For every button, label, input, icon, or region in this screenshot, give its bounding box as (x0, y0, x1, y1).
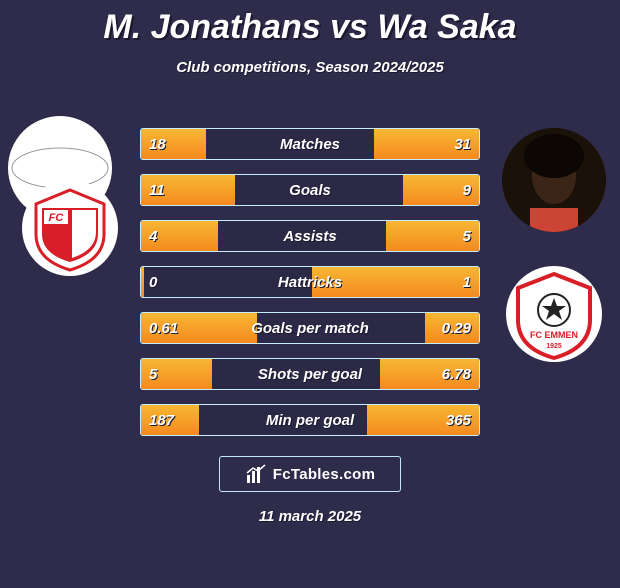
stat-row: 0.610.29Goals per match (140, 312, 480, 344)
svg-text:FC: FC (49, 212, 65, 224)
comparison-chart: 1831Matches 119Goals 45Assists 01Hattricks 0… (140, 128, 480, 450)
stat-label: Shots per goal (141, 359, 479, 389)
stat-label: Min per goal (141, 405, 479, 435)
footer-brand: FcTables.com (219, 456, 401, 492)
player-right-photo (502, 128, 606, 232)
stat-label: Matches (141, 129, 479, 159)
stat-label: Assists (141, 221, 479, 251)
chart-icon (245, 463, 267, 485)
page-title: M. Jonathans vs Wa Saka (0, 8, 620, 47)
stat-row: 01Hattricks (140, 266, 480, 298)
date-label: 11 march 2025 (0, 508, 620, 525)
stat-row: 1831Matches (140, 128, 480, 160)
stat-row: 56.78Shots per goal (140, 358, 480, 390)
stat-row: 187365Min per goal (140, 404, 480, 436)
subtitle: Club competitions, Season 2024/2025 (0, 59, 620, 76)
stat-label: Goals (141, 175, 479, 205)
svg-text:1925: 1925 (546, 343, 562, 350)
stat-label: Goals per match (141, 313, 479, 343)
stat-label: Hattricks (141, 267, 479, 297)
svg-text:FC EMMEN: FC EMMEN (530, 330, 578, 340)
stat-row: 119Goals (140, 174, 480, 206)
club-badge-right: FC EMMEN 1925 (506, 266, 602, 362)
club-badge-left: FC (22, 180, 118, 276)
footer-brand-text: FcTables.com (273, 466, 376, 483)
stat-row: 45Assists (140, 220, 480, 252)
